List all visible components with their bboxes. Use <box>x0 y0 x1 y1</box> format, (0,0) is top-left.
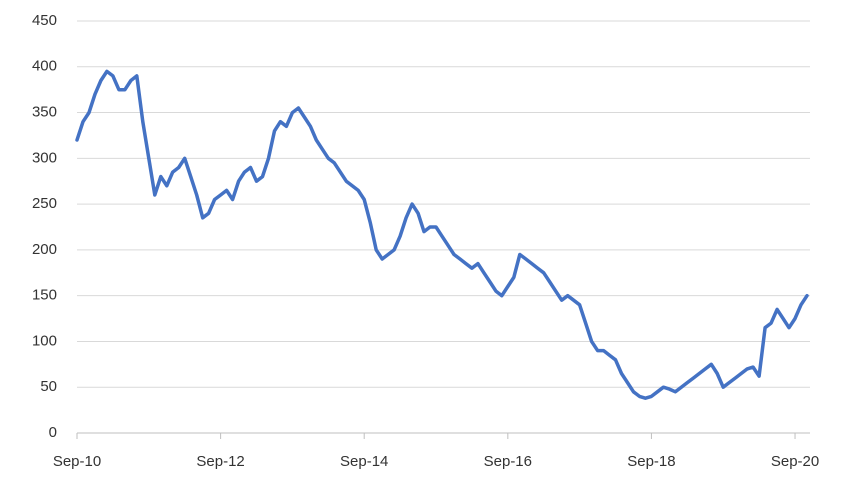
y-tick-label: 0 <box>49 424 57 441</box>
y-tick-label: 150 <box>32 287 57 304</box>
x-tick-label: Sep-18 <box>627 453 675 470</box>
y-tick-label: 350 <box>32 104 57 121</box>
y-tick-label: 250 <box>32 195 57 212</box>
x-tick-label: Sep-14 <box>340 453 388 470</box>
y-tick-label: 100 <box>32 332 57 349</box>
y-tick-label: 300 <box>32 149 57 166</box>
x-tick-label: Sep-12 <box>196 453 244 470</box>
x-tick-label: Sep-20 <box>771 453 819 470</box>
x-tick-label: Sep-10 <box>53 453 101 470</box>
data-line <box>75 69 809 400</box>
y-tick-label: 400 <box>32 58 57 75</box>
y-tick-label: 50 <box>40 378 57 395</box>
y-tick-label: 450 <box>32 12 57 29</box>
y-tick-label: 200 <box>32 241 57 258</box>
x-tick-label: Sep-16 <box>484 453 532 470</box>
